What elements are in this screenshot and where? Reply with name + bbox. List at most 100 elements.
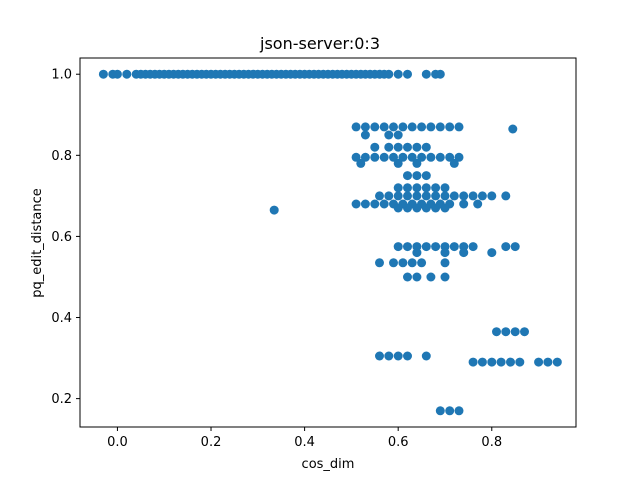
y-tick-label: 1.0 (51, 68, 72, 83)
data-point (403, 203, 412, 213)
data-point (393, 203, 403, 213)
data-point (543, 357, 553, 367)
data-point (375, 191, 384, 201)
data-point (421, 191, 431, 201)
data-point (398, 122, 408, 132)
data-point (487, 191, 497, 201)
data-point (431, 203, 441, 213)
data-point (440, 183, 450, 193)
data-point (351, 152, 361, 162)
data-point (426, 122, 436, 132)
data-point (360, 122, 370, 132)
data-point (370, 199, 380, 209)
data-point (421, 171, 431, 181)
data-point (510, 327, 520, 337)
data-point (468, 242, 478, 252)
data-point (375, 258, 384, 268)
data-point (487, 357, 497, 367)
data-point (449, 191, 459, 201)
data-point (407, 258, 417, 268)
data-point (431, 242, 441, 252)
points-layer (98, 69, 562, 416)
data-point (412, 191, 422, 201)
data-point (445, 122, 455, 132)
data-point (473, 199, 483, 209)
data-point (440, 191, 450, 201)
data-point (407, 122, 417, 132)
data-point (421, 142, 431, 152)
data-point (398, 258, 408, 268)
data-point (431, 183, 441, 193)
data-point (370, 152, 380, 162)
x-axis: 0.0 0.2 0.4 0.6 0.8 (107, 427, 502, 450)
data-point (356, 158, 366, 168)
data-point (393, 191, 403, 201)
data-point (403, 171, 412, 181)
y-tick-label: 0.2 (51, 392, 72, 407)
chart-title: json-server:0:3 (259, 34, 380, 53)
y-tick-label: 0.8 (51, 149, 72, 164)
data-point (403, 191, 412, 201)
data-point (426, 152, 436, 162)
data-point (384, 130, 394, 140)
data-point (360, 152, 370, 162)
data-point (417, 258, 427, 268)
data-point (412, 142, 422, 152)
data-point (492, 327, 501, 337)
plot-frame (79, 57, 577, 428)
y-tick-label: 0.4 (51, 311, 72, 326)
data-point (449, 242, 459, 252)
data-point (403, 183, 412, 193)
data-point (468, 357, 478, 367)
data-point (454, 152, 464, 162)
x-axis-label: cos_dim (302, 457, 355, 472)
data-point (98, 69, 108, 79)
data-point (389, 258, 398, 268)
data-point (389, 152, 398, 162)
data-point (403, 272, 412, 282)
data-point (552, 357, 562, 367)
data-point (384, 69, 394, 79)
data-point (421, 242, 431, 252)
data-point (421, 203, 431, 213)
data-point (459, 191, 469, 201)
data-point (384, 142, 394, 152)
data-point (510, 242, 520, 252)
data-point (412, 248, 422, 258)
data-point (379, 199, 389, 209)
data-point (403, 69, 412, 79)
data-point (440, 203, 450, 213)
data-point (454, 122, 464, 132)
data-point (440, 248, 450, 258)
data-point (506, 357, 515, 367)
data-point (393, 351, 403, 361)
data-point (412, 183, 422, 193)
data-point (520, 327, 529, 337)
data-point (384, 351, 394, 361)
x-tick-label: 0.2 (201, 435, 222, 450)
data-point (421, 183, 431, 193)
x-tick-label: 0.6 (388, 435, 409, 450)
data-point (435, 69, 445, 79)
data-point (393, 242, 403, 252)
x-tick-label: 0.0 (107, 435, 128, 450)
data-point (351, 122, 361, 132)
data-point (501, 191, 511, 201)
data-point (445, 406, 455, 416)
data-point (454, 406, 464, 416)
data-point (477, 357, 487, 367)
data-point (112, 69, 122, 79)
data-point (534, 357, 544, 367)
data-point (379, 122, 389, 132)
data-point (508, 124, 518, 134)
data-point (393, 142, 403, 152)
data-point (403, 351, 412, 361)
data-point (403, 142, 412, 152)
data-point (501, 327, 511, 337)
data-point (435, 122, 445, 132)
data-point (398, 152, 408, 162)
data-point (459, 199, 469, 209)
data-point (426, 272, 436, 282)
data-point (379, 152, 389, 162)
